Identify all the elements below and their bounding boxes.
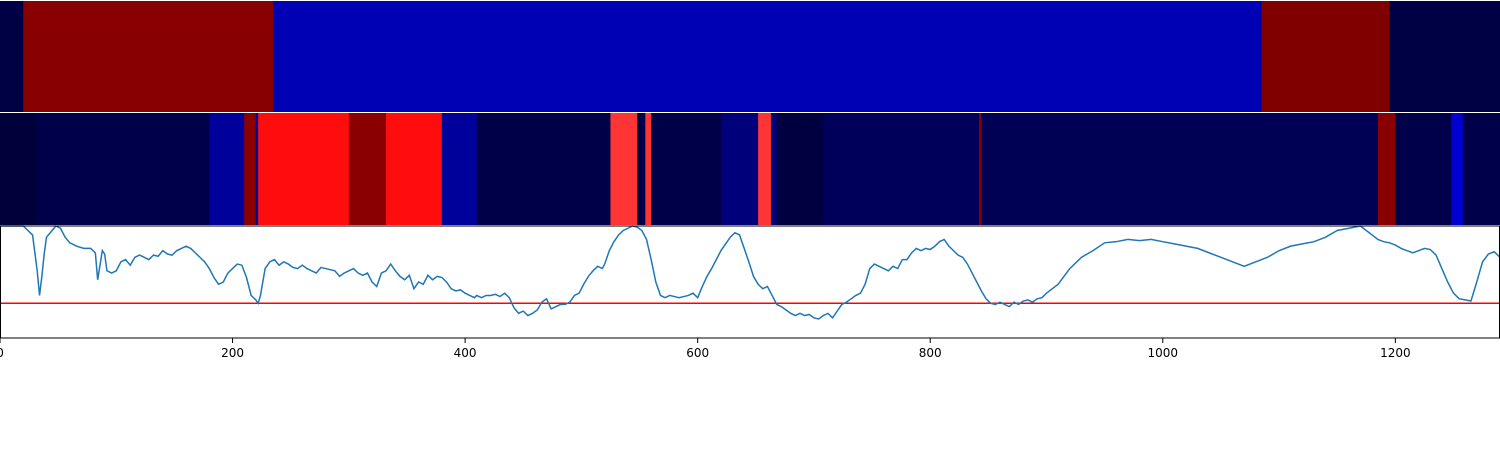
top-strip-cell-0: [0, 1, 24, 112]
middle-strip-cell-9: [476, 113, 611, 225]
middle-strip-cell-0: [0, 113, 38, 225]
middle-strip-cell-16: [770, 113, 778, 225]
middle-strip-cell-5: [258, 113, 350, 225]
middle-strip-cell-20: [981, 113, 1379, 225]
top-heatmap-strip: [0, 1, 1500, 112]
middle-strip-cell-18: [823, 113, 980, 225]
middle-strip-cell-3: [244, 113, 257, 225]
middle-strip-cell-23: [1451, 113, 1464, 225]
x-tick-label-1000: 1000: [1148, 346, 1179, 360]
x-tick-label-600: 600: [686, 346, 709, 360]
middle-strip-cell-15: [758, 113, 772, 225]
middle-strip-cell-24: [1462, 113, 1500, 225]
middle-strip-cell-22: [1395, 113, 1452, 225]
middle-strip-cell-17: [776, 113, 824, 225]
x-axis: 0 200 400 600 800 1000 1200: [0, 338, 1411, 360]
middle-heatmap-strip: [0, 113, 1500, 225]
line-panel: [0, 225, 1500, 339]
middle-strip-cell-8: [441, 113, 478, 225]
x-tick-label-1200: 1200: [1380, 346, 1411, 360]
middle-strip-cell-4: [255, 113, 259, 225]
x-tick-label-200: 200: [221, 346, 244, 360]
x-tick-label-400: 400: [454, 346, 477, 360]
top-strip-cell-2: [98, 1, 274, 112]
line-panel-background: [0, 226, 1500, 338]
middle-strip-cell-19: [979, 113, 982, 225]
middle-strip-cell-21: [1377, 113, 1396, 225]
middle-strip-cell-6: [348, 113, 387, 225]
top-strip-cell-5: [1389, 1, 1500, 112]
series-line: [0, 225, 1500, 320]
top-strip-cell-1: [23, 1, 100, 112]
top-strip-cell-4: [1261, 1, 1390, 112]
middle-strip-cell-11: [637, 113, 646, 225]
middle-strip-cell-12: [645, 113, 652, 225]
middle-strip-cell-1: [37, 113, 210, 225]
middle-strip-cell-2: [209, 113, 245, 225]
x-tick-label-800: 800: [919, 346, 942, 360]
middle-strip-cell-14: [720, 113, 759, 225]
middle-strip-cell-7: [386, 113, 443, 225]
middle-strip-cell-13: [651, 113, 722, 225]
top-strip-cell-3: [273, 1, 1263, 112]
middle-strip-cell-10: [610, 113, 638, 225]
x-tick-label-0: 0: [0, 346, 4, 360]
